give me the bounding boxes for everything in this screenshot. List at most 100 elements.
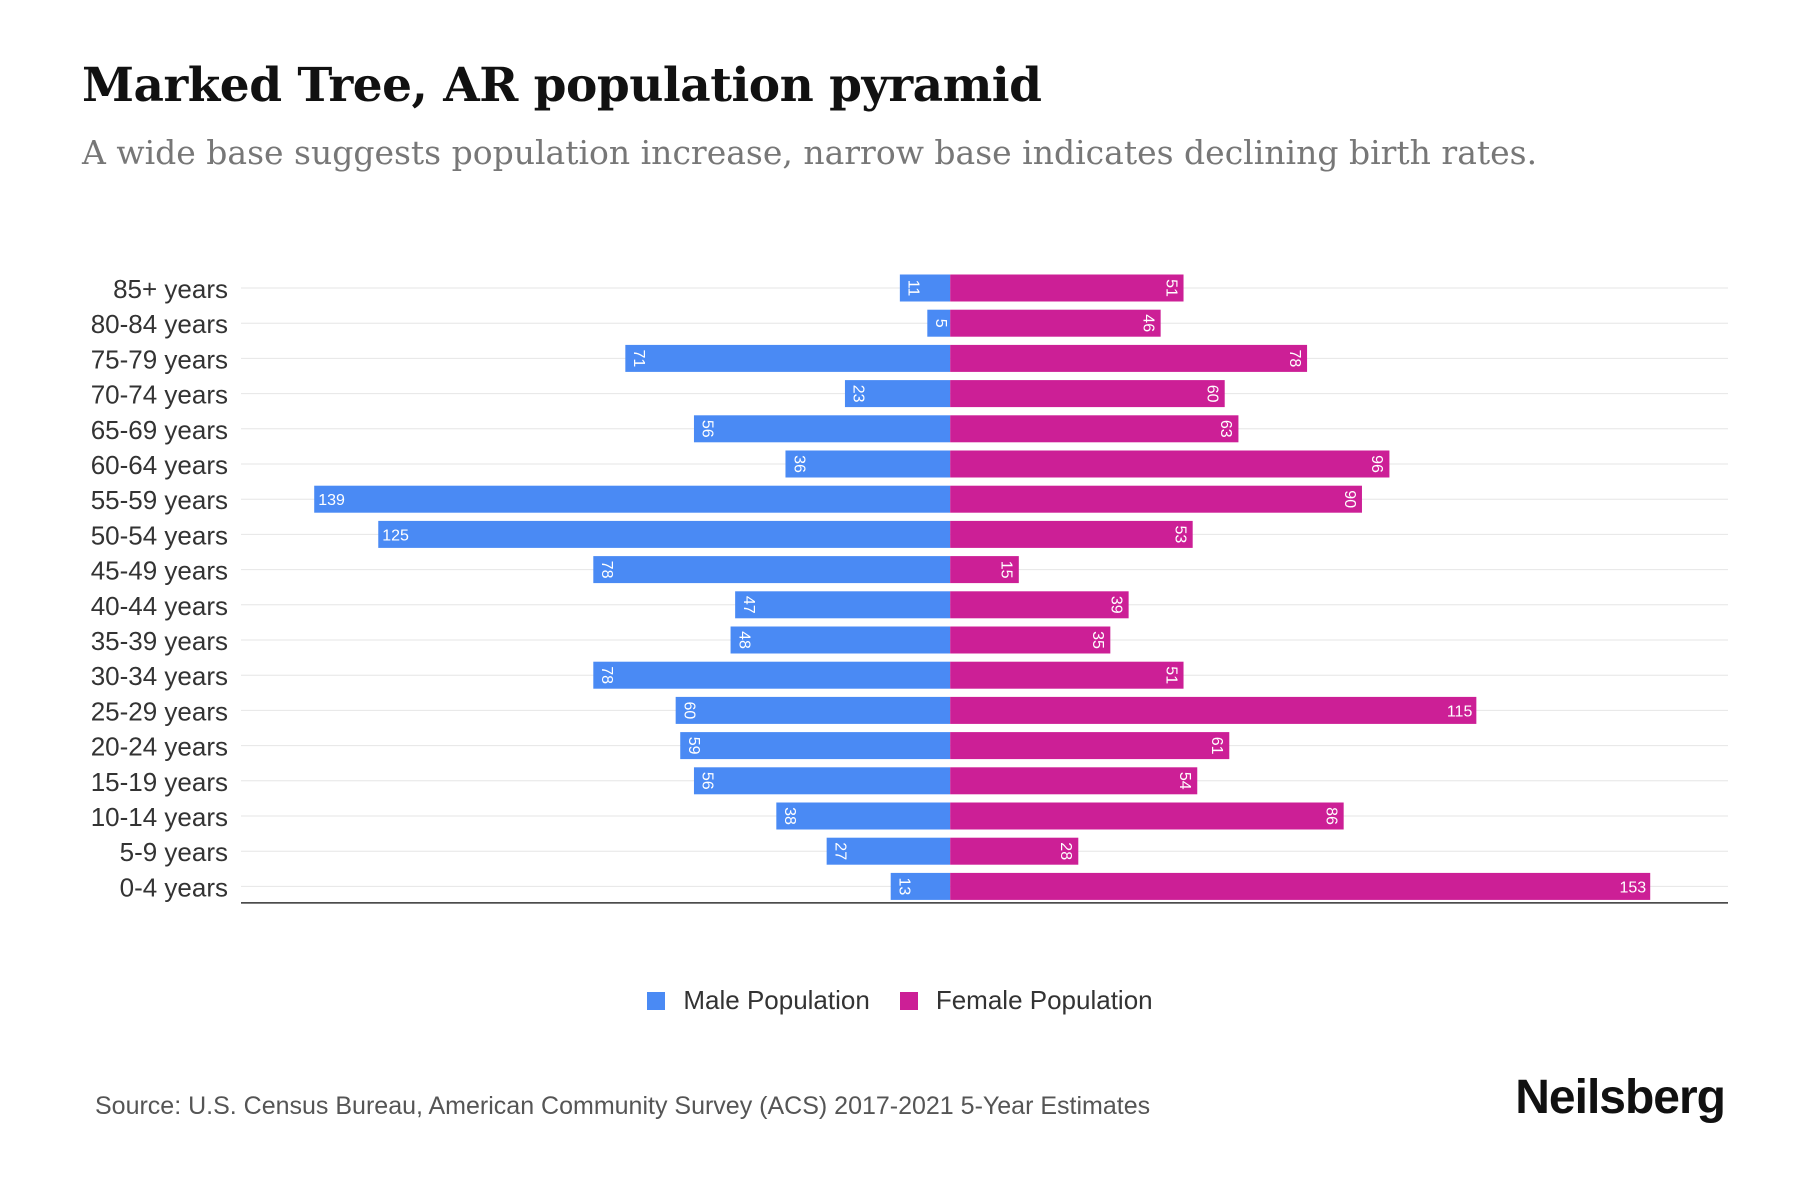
male-bar <box>890 872 951 900</box>
category-label: 35-39 years <box>91 626 228 656</box>
female-swatch-icon <box>899 991 918 1010</box>
male-value-label: 139 <box>318 492 345 509</box>
male-bar <box>680 732 951 760</box>
male-bar <box>675 696 951 724</box>
female-value-label: 15 <box>998 561 1015 579</box>
male-value-label: 13 <box>895 878 912 896</box>
male-bar <box>730 626 951 654</box>
female-value-label: 39 <box>1107 596 1124 614</box>
male-value-label: 60 <box>680 702 697 720</box>
category-label: 45-49 years <box>91 556 228 586</box>
category-label: 15-19 years <box>91 767 228 797</box>
category-label: 30-34 years <box>91 661 228 691</box>
male-bar <box>899 274 951 302</box>
male-bar <box>378 520 951 548</box>
female-value-label: 63 <box>1217 420 1234 438</box>
category-label: 60-64 years <box>91 450 228 480</box>
population-pyramid-chart: 85+ years 80-84 years 75-79 years 70-74 yea… <box>91 274 1728 904</box>
category-label: 55-59 years <box>91 485 228 515</box>
female-value-label: 96 <box>1368 455 1385 473</box>
female-bar <box>950 556 1019 584</box>
male-value-label: 36 <box>790 455 807 473</box>
chart-title: Marked Tree, AR population pyramid <box>82 58 1042 113</box>
female-bar <box>950 626 1111 654</box>
male-value-label: 78 <box>598 666 615 684</box>
male-value-label: 27 <box>831 842 848 860</box>
male-value-label: 125 <box>382 527 409 544</box>
category-label: 75-79 years <box>91 344 228 374</box>
female-value-label: 46 <box>1139 314 1156 332</box>
male-bar <box>593 661 951 689</box>
female-value-label: 90 <box>1341 490 1358 508</box>
female-bar <box>950 696 1477 724</box>
female-bar <box>950 309 1161 337</box>
male-bar <box>593 556 951 584</box>
female-value-label: 61 <box>1208 737 1225 755</box>
female-value-label: 115 <box>1447 703 1473 720</box>
female-bar <box>950 767 1198 795</box>
female-bar <box>950 344 1308 372</box>
female-bar <box>950 485 1362 513</box>
female-value-label: 51 <box>1162 666 1179 684</box>
male-bar <box>826 837 951 865</box>
category-label: 10-14 years <box>91 802 228 832</box>
female-value-label: 86 <box>1322 807 1339 825</box>
female-value-label: 78 <box>1286 350 1303 368</box>
female-bar <box>950 837 1079 865</box>
female-bar <box>950 520 1193 548</box>
female-bar <box>950 802 1344 830</box>
legend-item-male[interactable]: Male Population <box>647 985 870 1016</box>
legend-item-female[interactable]: Female Population <box>899 985 1153 1016</box>
female-value-label: 153 <box>1620 879 1647 896</box>
category-label: 5-9 years <box>120 837 228 867</box>
male-value-label: 48 <box>735 631 752 649</box>
male-value-label: 78 <box>598 561 615 579</box>
male-bar <box>693 767 951 795</box>
female-value-label: 53 <box>1171 526 1188 544</box>
female-bar <box>950 274 1184 302</box>
female-bar <box>950 732 1230 760</box>
female-bar <box>950 415 1239 443</box>
female-value-label: 60 <box>1203 385 1220 403</box>
male-bar <box>927 309 951 337</box>
legend: Male Population Female Population <box>0 985 1800 1016</box>
male-value-label: 71 <box>630 350 647 368</box>
male-value-label: 38 <box>781 807 798 825</box>
male-bar <box>693 415 951 443</box>
female-bar <box>950 872 1651 900</box>
source-note: Source: U.S. Census Bureau, American Com… <box>95 1092 1151 1120</box>
legend-label-female: Female Population <box>935 985 1153 1015</box>
male-value-label: 5 <box>932 319 949 328</box>
category-label: 50-54 years <box>91 520 228 550</box>
category-label: 65-69 years <box>91 415 228 445</box>
category-label: 85+ years <box>113 274 228 304</box>
male-value-label: 23 <box>850 385 867 403</box>
male-value-label: 47 <box>740 596 757 614</box>
category-label: 70-74 years <box>91 380 228 410</box>
female-value-label: 51 <box>1162 279 1179 297</box>
category-label: 40-44 years <box>91 591 228 621</box>
female-value-label: 28 <box>1057 842 1074 860</box>
female-bar <box>950 450 1390 478</box>
male-bar <box>776 802 951 830</box>
female-bar <box>950 591 1129 619</box>
female-bar <box>950 661 1184 689</box>
female-value-label: 35 <box>1089 631 1106 649</box>
male-value-label: 56 <box>699 420 716 438</box>
male-value-label: 56 <box>699 772 716 790</box>
male-bar <box>735 591 951 619</box>
male-bar <box>314 485 951 513</box>
category-label: 0-4 years <box>120 872 228 902</box>
male-bar <box>785 450 951 478</box>
female-value-label: 54 <box>1176 772 1193 790</box>
female-bar <box>950 380 1225 408</box>
category-label: 25-29 years <box>91 696 228 726</box>
male-swatch-icon <box>647 991 666 1010</box>
male-bar <box>625 344 951 372</box>
chart-subtitle: A wide base suggests population increase… <box>82 133 1538 172</box>
male-bar <box>844 380 951 408</box>
legend-label-male: Male Population <box>683 985 870 1015</box>
category-label: 80-84 years <box>91 309 228 339</box>
category-label: 20-24 years <box>91 732 228 762</box>
male-value-label: 11 <box>905 280 922 297</box>
